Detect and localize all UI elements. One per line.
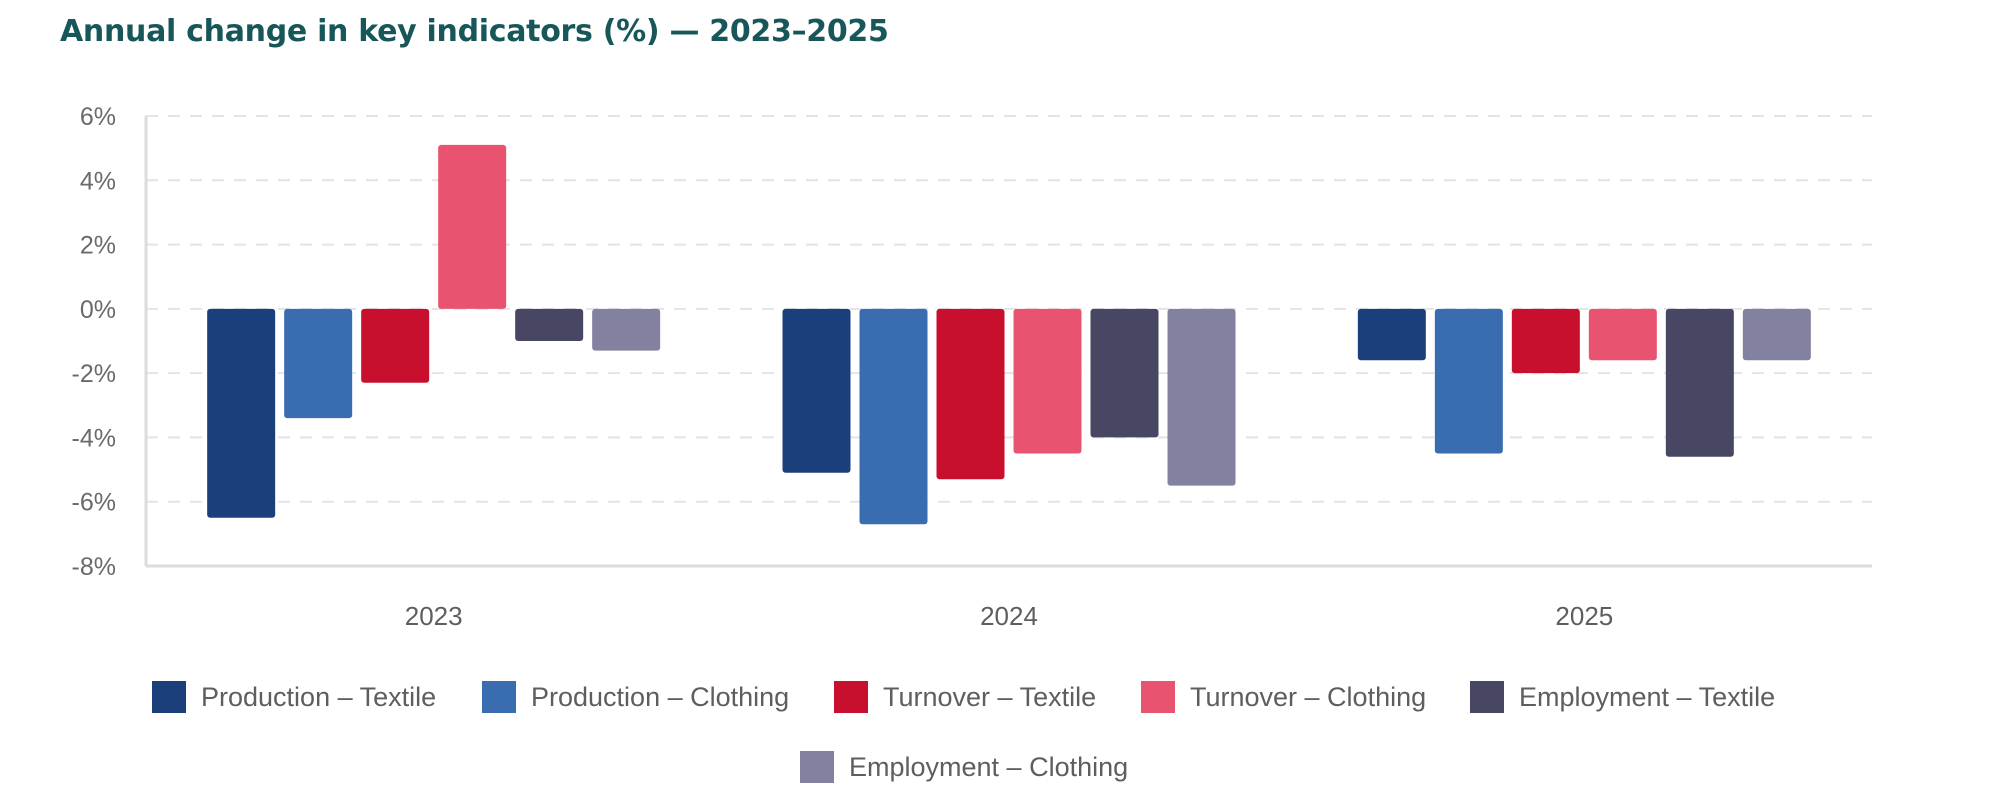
legend-label: Production – Clothing bbox=[531, 681, 790, 712]
legend-swatch bbox=[800, 751, 834, 783]
legend-label: Employment – Textile bbox=[1519, 681, 1776, 712]
legend-item[interactable]: Employment – Clothing bbox=[800, 751, 1128, 783]
legend-swatch bbox=[482, 681, 516, 713]
x-tick-label: 2025 bbox=[1555, 601, 1613, 631]
x-tick-label: 2024 bbox=[980, 601, 1038, 631]
bar bbox=[361, 308, 430, 383]
legend-swatch bbox=[834, 681, 868, 713]
legend-label: Employment – Clothing bbox=[849, 751, 1129, 782]
y-tick-label: 2% bbox=[80, 232, 116, 260]
bar bbox=[1090, 308, 1159, 438]
bar bbox=[438, 144, 507, 309]
legend-label: Turnover – Textile bbox=[883, 681, 1097, 712]
bar bbox=[515, 308, 584, 341]
bar bbox=[592, 308, 661, 351]
y-tick-label: -4% bbox=[72, 424, 116, 452]
legend-label: Production – Textile bbox=[201, 681, 437, 712]
bar bbox=[1357, 308, 1426, 361]
legend-swatch bbox=[152, 681, 186, 713]
bar bbox=[782, 308, 851, 473]
legend-swatch bbox=[1141, 681, 1175, 713]
legend-item[interactable]: Production – Clothing bbox=[482, 681, 789, 713]
bar bbox=[1013, 308, 1082, 454]
bar bbox=[859, 308, 928, 525]
legend-swatch bbox=[1470, 681, 1504, 713]
bar bbox=[207, 308, 276, 518]
y-tick-label: 4% bbox=[80, 167, 116, 195]
y-tick-label: 6% bbox=[80, 103, 116, 131]
bar bbox=[1434, 308, 1503, 454]
y-tick-label: -8% bbox=[72, 553, 116, 581]
bar bbox=[936, 308, 1005, 480]
legend-item[interactable]: Turnover – Textile bbox=[834, 681, 1096, 713]
legend-item[interactable]: Production – Textile bbox=[152, 681, 436, 713]
chart-title: Annual change in key indicators (%) — 20… bbox=[60, 14, 889, 49]
bar bbox=[284, 308, 353, 419]
bar bbox=[1665, 308, 1734, 457]
y-tick-label: -2% bbox=[72, 360, 116, 388]
y-tick-label: -6% bbox=[72, 489, 116, 517]
y-tick-label: 0% bbox=[80, 296, 116, 324]
bar bbox=[1167, 308, 1236, 486]
legend-item[interactable]: Turnover – Clothing bbox=[1141, 681, 1426, 713]
bar bbox=[1588, 308, 1657, 361]
legend-label: Turnover – Clothing bbox=[1190, 681, 1427, 712]
legend-item[interactable]: Employment – Textile bbox=[1470, 681, 1775, 713]
bar bbox=[1742, 308, 1811, 361]
bar bbox=[1511, 308, 1580, 374]
x-tick-label: 2023 bbox=[405, 601, 463, 631]
